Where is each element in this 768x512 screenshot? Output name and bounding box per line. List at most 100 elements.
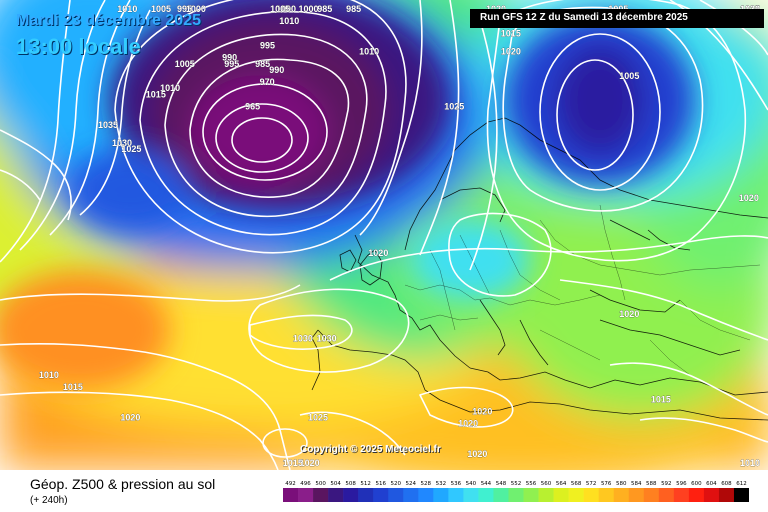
color-scale-tick: 600 bbox=[691, 481, 702, 487]
legend-title: Géop. Z500 & pression au sol bbox=[30, 476, 216, 492]
color-scale-tick: 524 bbox=[406, 481, 417, 487]
isobar-label: 965 bbox=[245, 102, 260, 112]
color-swatch bbox=[673, 488, 690, 502]
isobar-label: 1005 bbox=[270, 4, 290, 14]
isobar-label: 1035 bbox=[98, 120, 118, 130]
isobar-label: 995 bbox=[260, 41, 275, 51]
isobar-label: 1010 bbox=[39, 370, 59, 380]
color-swatch bbox=[388, 488, 404, 502]
color-scale-tick: 588 bbox=[646, 481, 657, 487]
isobar-label: 995 bbox=[177, 4, 192, 14]
color-swatch bbox=[658, 488, 675, 502]
color-swatch bbox=[358, 488, 374, 502]
color-swatch bbox=[643, 488, 660, 502]
isobar-label: 1015 bbox=[63, 382, 83, 392]
color-swatch bbox=[478, 488, 494, 502]
color-scale-tick: 500 bbox=[315, 481, 326, 487]
isobar-label: 1020 bbox=[619, 309, 639, 319]
isobar-label: 1030 bbox=[317, 333, 337, 343]
color-swatch bbox=[418, 488, 434, 502]
color-scale-tick: 576 bbox=[601, 481, 612, 487]
color-swatch bbox=[688, 488, 705, 502]
isobar-label: 1005 bbox=[619, 71, 639, 81]
isobar-label: 1025 bbox=[308, 413, 328, 423]
isobar-label: 985 bbox=[317, 4, 332, 14]
copyright-notice: Copyright © 2025 Meteociel.fr bbox=[300, 444, 441, 455]
color-scale-tick: 532 bbox=[436, 481, 447, 487]
color-scale-swatches bbox=[283, 488, 749, 502]
color-swatch bbox=[328, 488, 344, 502]
isobar-label: 1020 bbox=[739, 193, 759, 203]
forecast-time: 13:00 locale bbox=[16, 34, 141, 59]
color-swatch bbox=[733, 488, 749, 502]
isobar-label: 990 bbox=[222, 53, 237, 63]
color-swatch bbox=[538, 488, 554, 502]
color-scale: 492 496 500 504 508 512 516 520 524 528 532 536 540 5… bbox=[283, 481, 749, 502]
color-scale-tick: 540 bbox=[466, 481, 477, 487]
isobars bbox=[0, 0, 768, 470]
color-scale-tick: 536 bbox=[451, 481, 462, 487]
color-swatch bbox=[403, 488, 419, 502]
color-scale-tick: 596 bbox=[676, 481, 687, 487]
isobar-label: 1015 bbox=[283, 458, 303, 468]
color-scale-tick: 560 bbox=[541, 481, 552, 487]
isobar-label: 990 bbox=[269, 65, 284, 75]
isobar-label: 1020 bbox=[501, 47, 521, 57]
isobar-label: 1030 bbox=[293, 333, 313, 343]
color-scale-tick: 592 bbox=[661, 481, 672, 487]
color-scale-tick: 604 bbox=[706, 481, 717, 487]
color-scale-tick: 512 bbox=[360, 481, 371, 487]
isobar-label: 985 bbox=[346, 4, 361, 14]
isobar-label: 1000 bbox=[186, 4, 206, 14]
isobar-label: 1020 bbox=[368, 248, 388, 258]
color-swatch bbox=[613, 488, 630, 502]
color-swatch bbox=[703, 488, 720, 502]
color-swatch bbox=[553, 488, 569, 502]
isobar-label: 985 bbox=[255, 59, 270, 69]
color-swatch bbox=[283, 488, 299, 502]
isobar-label: 1020 bbox=[467, 449, 487, 459]
forecast-lead-time: (+ 240h) bbox=[30, 495, 68, 506]
isobar-label: 1005 bbox=[175, 59, 195, 69]
run-info-box: Run GFS 12 Z du Samedi 13 décembre 2025 bbox=[470, 9, 764, 28]
color-scale-tick: 568 bbox=[571, 481, 582, 487]
isobar-label: 1020 bbox=[120, 413, 140, 423]
isobar-label: 1000 bbox=[299, 4, 319, 14]
color-scale-tick: 572 bbox=[586, 481, 597, 487]
color-swatch bbox=[598, 488, 615, 502]
isobar-label: 1010 bbox=[740, 458, 760, 468]
color-swatch bbox=[508, 488, 524, 502]
isobar-label: 1000 bbox=[276, 4, 296, 14]
color-scale-tick: 508 bbox=[345, 481, 356, 487]
isobar-label: 970 bbox=[260, 77, 275, 87]
color-swatch bbox=[463, 488, 479, 502]
color-scale-tick: 612 bbox=[736, 481, 747, 487]
isobar-label: 1015 bbox=[651, 394, 671, 404]
color-swatch bbox=[343, 488, 359, 502]
color-scale-tick: 544 bbox=[481, 481, 492, 487]
isobar-label: 1010 bbox=[359, 47, 379, 57]
color-swatch bbox=[433, 488, 449, 502]
isobar-label: 1010 bbox=[117, 4, 137, 14]
color-scale-tick: 492 bbox=[285, 481, 296, 487]
isobar-label: 1015 bbox=[501, 28, 521, 38]
run-info-text: Run GFS 12 Z du Samedi 13 décembre 2025 bbox=[480, 12, 688, 23]
isobar-label: 1020 bbox=[300, 458, 320, 468]
color-swatch bbox=[298, 488, 314, 502]
color-swatch bbox=[313, 488, 329, 502]
isobar-label: 1005 bbox=[151, 4, 171, 14]
forecast-date: Mardi 23 décembre 2025 bbox=[16, 12, 201, 29]
color-scale-tick: 556 bbox=[526, 481, 537, 487]
color-swatch bbox=[493, 488, 509, 502]
color-scale-tick: 516 bbox=[375, 481, 386, 487]
color-swatch bbox=[448, 488, 464, 502]
color-scale-tick: 520 bbox=[390, 481, 401, 487]
color-swatch bbox=[718, 488, 735, 502]
isobar-label: 1025 bbox=[444, 102, 464, 112]
isobar-label: 1030 bbox=[112, 138, 132, 148]
isobar-label: 1010 bbox=[160, 83, 180, 93]
color-scale-tick: 564 bbox=[556, 481, 567, 487]
color-scale-labels: 492 496 500 504 508 512 516 520 524 528 532 536 540 5… bbox=[285, 481, 746, 487]
color-scale-tick: 496 bbox=[300, 481, 311, 487]
